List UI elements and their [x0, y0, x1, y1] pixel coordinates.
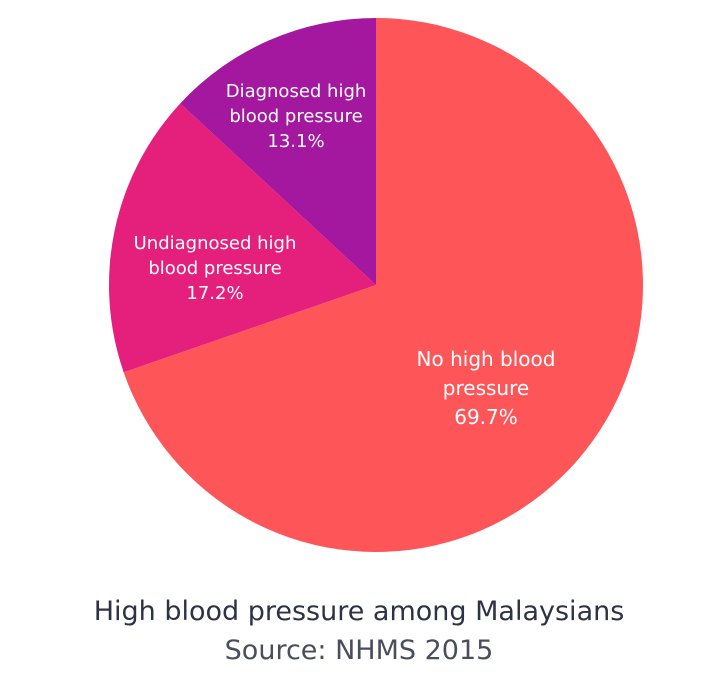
- pie-slice-1: [123, 18, 644, 552]
- pie-chart: No high blood pressure 69.7% Undiagnosed hi…: [109, 18, 644, 552]
- slice-label-1: No high blood pressure 69.7%: [417, 347, 556, 429]
- slice-label-3: Diagnosed high blood pressure 13.1%: [226, 81, 367, 152]
- slice-name-line: blood pressure: [148, 258, 281, 279]
- slice-name-line: pressure: [443, 376, 529, 400]
- chart-title: High blood pressure among Malaysians: [93, 596, 625, 627]
- pie-slice-2: [109, 103, 376, 373]
- slice-label-2: Undiagnosed high blood pressure 17.2%: [134, 233, 297, 304]
- slice-value-label: 13.1%: [267, 131, 324, 152]
- slice-value-label: 69.7%: [454, 405, 518, 429]
- slice-name-line: Diagnosed high: [226, 81, 367, 102]
- slice-name-line: blood pressure: [229, 106, 362, 127]
- slice-name-line: No high blood: [417, 347, 556, 371]
- chart-source: Source: NHMS 2015: [224, 635, 494, 666]
- pie-slice-3: [180, 18, 376, 285]
- slice-value-label: 17.2%: [186, 283, 243, 304]
- slice-name-line: Undiagnosed high: [134, 233, 297, 254]
